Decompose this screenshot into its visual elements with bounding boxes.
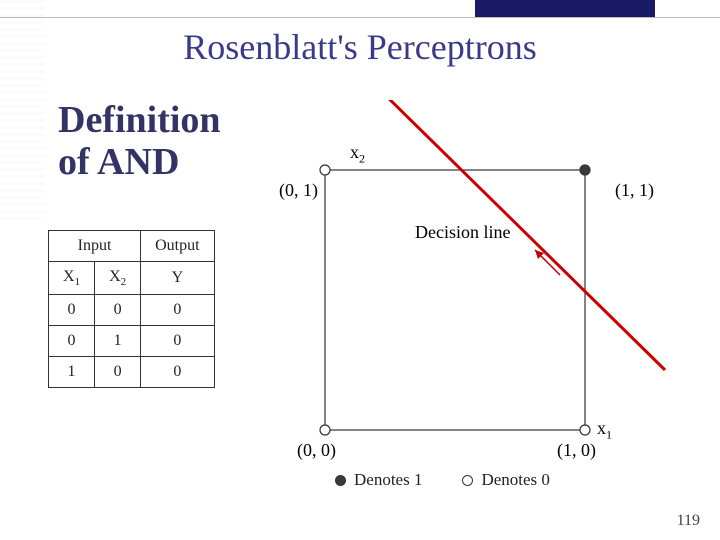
legend: Denotes 1 Denotes 0 xyxy=(335,470,550,490)
decision-diagram: x2 x1 (0, 1) (1, 1) (0, 0) (1, 0) Decisi… xyxy=(295,100,705,460)
legend-label-0: Denotes 0 xyxy=(481,470,549,490)
point-0-1 xyxy=(320,165,330,175)
definition-title-line1: Definition xyxy=(58,99,221,141)
point-1-1 xyxy=(580,165,590,175)
definition-title-line2: of AND xyxy=(58,141,179,183)
axis-label-x2: x2 xyxy=(350,142,365,167)
navy-header-box xyxy=(475,0,655,18)
axis-label-x1: x1 xyxy=(597,418,612,443)
corner-label-0-0: (0, 0) xyxy=(297,440,336,461)
th-output: Output xyxy=(141,231,214,262)
table-row: 0 1 0 xyxy=(49,326,215,357)
corner-label-1-1: (1, 1) xyxy=(615,180,654,201)
th-input: Input xyxy=(49,231,141,262)
corner-label-1-0: (1, 0) xyxy=(557,440,596,461)
decision-line-label: Decision line xyxy=(415,222,510,243)
slide-title: Rosenblatt's Perceptrons xyxy=(0,26,720,68)
legend-item-0: Denotes 0 xyxy=(462,470,549,490)
truth-table: Input Output X1 X2 Y 0 0 0 0 1 0 1 0 0 xyxy=(48,230,215,388)
th-y: Y xyxy=(141,262,214,295)
legend-label-1: Denotes 1 xyxy=(354,470,422,490)
unit-square xyxy=(325,170,585,430)
top-bar xyxy=(0,0,720,18)
point-1-0 xyxy=(580,425,590,435)
corner-label-0-1: (0, 1) xyxy=(279,180,318,201)
legend-item-1: Denotes 1 xyxy=(335,470,422,490)
table-row: 0 0 0 xyxy=(49,295,215,326)
th-x2: X2 xyxy=(95,262,141,295)
table-row: 1 0 0 xyxy=(49,357,215,388)
definition-title: Definition of AND xyxy=(58,100,221,184)
header-divider xyxy=(0,17,720,18)
filled-dot-icon xyxy=(335,475,346,486)
page-number: 119 xyxy=(677,512,700,530)
open-dot-icon xyxy=(462,475,473,486)
th-x1: X1 xyxy=(49,262,95,295)
point-0-0 xyxy=(320,425,330,435)
